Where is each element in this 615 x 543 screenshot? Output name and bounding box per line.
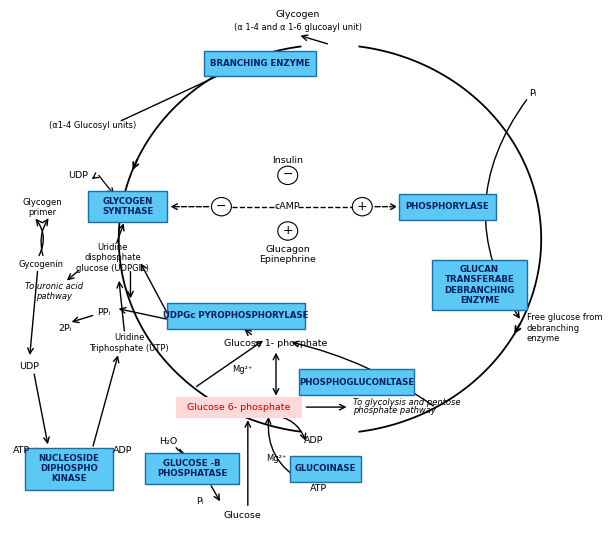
FancyBboxPatch shape (432, 260, 527, 311)
FancyBboxPatch shape (290, 456, 361, 482)
Text: ADP: ADP (113, 446, 133, 456)
FancyBboxPatch shape (204, 50, 315, 77)
Text: PHOSPHORYLASE: PHOSPHORYLASE (405, 202, 489, 211)
Text: Epinephrine: Epinephrine (260, 255, 316, 264)
Text: −: − (216, 200, 227, 213)
Text: GLUCOINASE: GLUCOINASE (295, 464, 356, 473)
FancyBboxPatch shape (299, 369, 414, 395)
Text: Pᵢ: Pᵢ (196, 497, 204, 506)
Text: Uridine
disphosphate
glucose (UDPGlc): Uridine disphosphate glucose (UDPGlc) (76, 243, 149, 273)
Text: GLYCOGEN
SYNTHASE: GLYCOGEN SYNTHASE (102, 197, 153, 216)
Text: To glycolysis and pentose: To glycolysis and pentose (354, 397, 461, 407)
FancyBboxPatch shape (399, 194, 496, 219)
Text: UDP: UDP (19, 362, 39, 370)
FancyBboxPatch shape (25, 447, 113, 490)
Text: Glycogen: Glycogen (276, 10, 320, 20)
Text: +: + (282, 224, 293, 237)
Text: −: − (282, 168, 293, 181)
Circle shape (352, 198, 372, 216)
FancyBboxPatch shape (88, 191, 167, 222)
Text: cAMP: cAMP (275, 202, 301, 211)
Text: Glycogen
primer: Glycogen primer (23, 198, 62, 217)
Text: (α1-4 Glucosyl units): (α1-4 Glucosyl units) (49, 121, 136, 130)
Text: ATP: ATP (13, 446, 30, 456)
Text: phosphate pathway: phosphate pathway (354, 406, 436, 415)
Circle shape (212, 198, 231, 216)
Text: Gycogenin: Gycogenin (19, 260, 64, 269)
Text: UDP: UDP (68, 171, 88, 180)
Text: Insulin: Insulin (272, 156, 303, 165)
Text: Glucose 1- phosphate: Glucose 1- phosphate (224, 339, 328, 348)
Text: Mg²⁺: Mg²⁺ (266, 454, 286, 464)
Text: ADP: ADP (304, 435, 323, 445)
Text: Uridine
Triphosphate (UTP): Uridine Triphosphate (UTP) (90, 333, 169, 352)
Text: BRANCHING ENZYME: BRANCHING ENZYME (210, 59, 309, 68)
Text: GLUCAN
TRANSFERABE
DEBRANCHING
ENZYME: GLUCAN TRANSFERABE DEBRANCHING ENZYME (445, 266, 515, 305)
Text: ATP: ATP (309, 484, 327, 493)
Text: UDPGc PYROPHOSPHORYLASE: UDPGc PYROPHOSPHORYLASE (164, 311, 309, 320)
Text: To uronic acid
pathway: To uronic acid pathway (25, 282, 83, 301)
Text: GLUCOSE -B
PHOSPHATASE: GLUCOSE -B PHOSPHATASE (157, 459, 227, 478)
Circle shape (278, 166, 298, 185)
Text: H₂O: H₂O (159, 437, 178, 446)
Text: Glucose 6- phosphate: Glucose 6- phosphate (188, 402, 291, 412)
Text: +: + (357, 200, 368, 213)
Text: Glucagon: Glucagon (265, 245, 310, 254)
Text: Free glucose from
debranching
enzyme: Free glucose from debranching enzyme (526, 313, 602, 343)
Text: PHOSPHOGLUCONLTASE: PHOSPHOGLUCONLTASE (299, 378, 414, 387)
Text: PPᵢ: PPᵢ (97, 307, 111, 317)
FancyBboxPatch shape (176, 397, 303, 418)
Text: Mg²⁺: Mg²⁺ (232, 365, 252, 374)
Text: (α 1-4 and α 1-6 glucoayl unit): (α 1-4 and α 1-6 glucoayl unit) (234, 23, 362, 32)
Text: Glucose: Glucose (223, 511, 261, 520)
FancyBboxPatch shape (145, 453, 239, 484)
FancyBboxPatch shape (167, 303, 305, 329)
Circle shape (278, 222, 298, 240)
Text: 2Pᵢ: 2Pᵢ (58, 324, 71, 333)
Text: Pᵢ: Pᵢ (529, 89, 536, 98)
Text: NUCLEOSIDE
DIPHOSPHO
KINASE: NUCLEOSIDE DIPHOSPHO KINASE (38, 454, 99, 483)
